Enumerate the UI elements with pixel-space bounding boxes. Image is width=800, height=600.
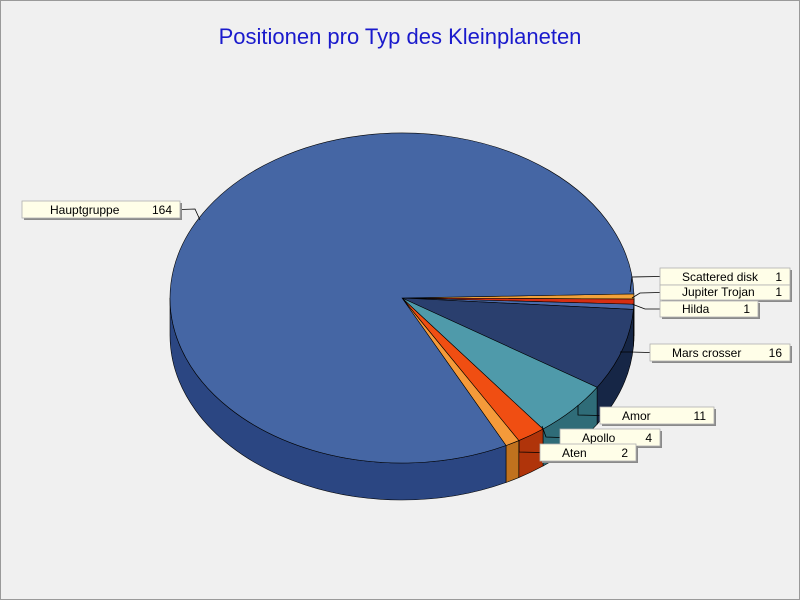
slice-hauptgruppe: [169, 132, 635, 464]
pie-top: [169, 132, 635, 464]
label-name: Scattered disk: [682, 270, 759, 284]
data-label-amor: Amor 11: [599, 406, 716, 426]
label-box: [599, 406, 715, 425]
slice-side-aten: [505, 440, 520, 483]
label-value: 1: [775, 270, 782, 284]
label-value: 1: [743, 302, 750, 316]
data-label-hauptgruppe: Hauptgruppe 164: [21, 200, 182, 220]
label-name: Apollo: [582, 431, 616, 445]
label-value: 164: [152, 203, 172, 217]
label-name: Hilda: [682, 302, 710, 316]
label-value: 2: [621, 446, 628, 460]
leader-line-amor: [577, 405, 601, 416]
data-label-scattered-disk: Scattered disk 1: [659, 267, 792, 287]
label-name: Amor: [622, 409, 651, 423]
leader-line-hauptgruppe: [179, 208, 201, 221]
data-label-aten: Aten 2: [539, 443, 638, 463]
leader-line-hilda: [631, 303, 660, 310]
leader-line-jupiter-trojan: [631, 292, 661, 299]
data-label-hilda: Hilda 1: [659, 300, 760, 319]
leader-line-apollo: [541, 425, 561, 438]
slice-labels: Scattered disk 1 Jupiter Trojan 1 Hilda 1 Mars…: [21, 200, 792, 463]
data-label-mars-crosser: Mars crosser 16: [649, 343, 792, 363]
label-value: 11: [694, 409, 707, 423]
label-name: Jupiter Trojan: [682, 285, 755, 299]
label-value: 4: [645, 431, 652, 445]
label-box: [649, 343, 791, 362]
label-box: [21, 200, 181, 219]
label-box: [659, 284, 791, 301]
leader-line-aten: [518, 440, 541, 453]
data-label-jupiter-trojan: Jupiter Trojan 1: [659, 284, 792, 302]
leader-line-mars-crosser: [620, 351, 651, 353]
label-name: Hauptgruppe: [50, 203, 120, 217]
label-box: [539, 443, 637, 462]
label-value: 1: [775, 285, 782, 299]
label-name: Aten: [562, 446, 587, 460]
label-name: Mars crosser: [672, 346, 741, 360]
leader-line-scattered-disk: [629, 276, 661, 293]
slice-mars-crosser: [401, 297, 634, 388]
chart-title: Positionen pro Typ des Kleinplaneten: [218, 24, 582, 49]
label-value: 16: [769, 346, 783, 360]
label-box: [659, 300, 759, 318]
